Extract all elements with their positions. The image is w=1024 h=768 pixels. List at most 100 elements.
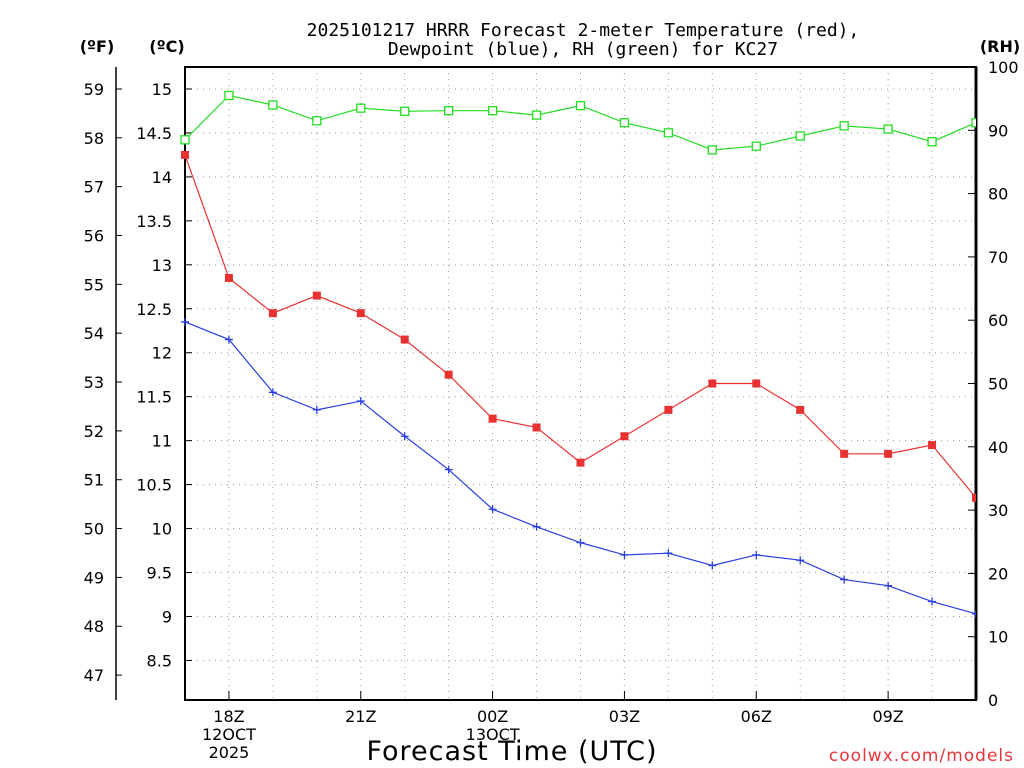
dewpoint-point (400, 432, 409, 441)
temperature-point (928, 441, 937, 450)
temperature-point (224, 274, 233, 282)
dewpoint-point (576, 538, 585, 547)
celsius-axis: 8.5 9 9.5 10 10.5 11 11.5 12 12.5 13 13.5 14 14.5 15 (136, 80, 192, 670)
time-tick-label: 03Z (609, 707, 640, 726)
series-layer (180, 90, 976, 618)
rh-tick-label: 50 (988, 375, 1008, 394)
celsius-tick-label: 10 (152, 520, 172, 539)
time-tick-label: 2025 (209, 743, 250, 762)
rh-unit-label: (RH) (980, 37, 1020, 56)
temperature-point (620, 432, 629, 441)
temperature-series (181, 150, 976, 502)
celsius-tick-label: 13 (152, 256, 172, 275)
temperature-point (884, 449, 893, 458)
temperature-point (972, 493, 976, 502)
temperature-line (184, 154, 976, 499)
fahrenheit-axis: 47 48 49 50 51 52 53 54 55 56 57 58 59 (84, 80, 122, 685)
celsius-tick-label: 14.5 (136, 124, 172, 143)
dewpoint-point (752, 550, 761, 559)
temperature-point (356, 309, 365, 318)
fahrenheit-tick-label: 56 (84, 227, 104, 246)
rh-tick-label: 10 (988, 628, 1008, 647)
temperature-point (488, 414, 497, 423)
celsius-tick-label: 11.5 (136, 388, 172, 407)
celsius-unit-label: (ºC) (149, 37, 184, 56)
rh-point (575, 100, 586, 111)
plot-frame (184, 66, 977, 701)
rh-point (531, 110, 542, 120)
celsius-tick-label: 8.5 (147, 651, 172, 670)
temperature-point (312, 291, 321, 300)
dewpoint-point (268, 388, 277, 397)
fahrenheit-tick-label: 54 (84, 324, 104, 343)
rh-point (883, 124, 893, 134)
rh-point (795, 131, 805, 141)
dewpoint-series (181, 317, 976, 618)
celsius-tick-label: 12.5 (136, 300, 172, 319)
celsius-tick-label: 13.5 (136, 212, 172, 231)
time-tick-label: 13OCT (466, 725, 520, 744)
temperature-point (576, 458, 585, 467)
rh-point (707, 145, 717, 155)
rh-point (751, 141, 761, 151)
rh-tick-label: 100 (988, 58, 1019, 77)
rh-point (663, 128, 674, 138)
rh-tick-label: 30 (988, 501, 1008, 520)
dewpoint-point (532, 522, 541, 531)
rh-tick-label: 20 (988, 564, 1008, 583)
time-tick-label: 06Z (741, 707, 772, 726)
celsius-tick-label: 14 (152, 168, 172, 187)
time-tick-label: 18Z (213, 707, 244, 726)
rh-point (400, 106, 410, 116)
dewpoint-point (444, 465, 453, 474)
rh-tick-label: 90 (988, 121, 1008, 140)
fahrenheit-tick-label: 58 (84, 129, 104, 148)
rh-axis: 0 10 20 30 40 50 60 70 80 90 100 (968, 58, 1019, 710)
dewpoint-point (972, 609, 976, 618)
rh-point (619, 118, 630, 128)
dewpoint-point (884, 581, 893, 590)
rh-point (224, 90, 234, 101)
celsius-tick-label: 11 (152, 432, 172, 451)
dewpoint-point (796, 556, 805, 565)
fahrenheit-tick-label: 48 (84, 617, 104, 636)
fahrenheit-tick-label: 53 (84, 373, 104, 392)
celsius-tick-label: 9 (162, 607, 172, 626)
temperature-point (268, 309, 277, 318)
dewpoint-point (620, 550, 629, 559)
dewpoint-point (356, 397, 365, 406)
dewpoint-point (708, 561, 717, 570)
grid-layer (185, 67, 976, 700)
rh-series (180, 90, 976, 155)
temperature-point (752, 379, 761, 388)
rh-point (927, 137, 937, 147)
dewpoint-point (928, 597, 937, 606)
temperature-point (181, 150, 189, 159)
dewpoint-point (488, 505, 497, 514)
rh-tick-label: 40 (988, 438, 1008, 457)
temperature-point (400, 335, 409, 344)
fahrenheit-unit-label: (ºF) (80, 37, 115, 56)
dewpoint-point (181, 317, 189, 326)
rh-point (839, 121, 849, 131)
rh-tick-label: 70 (988, 248, 1008, 267)
dewpoint-line (184, 321, 976, 615)
watermark-link[interactable]: coolwx.com/models (829, 746, 1014, 766)
celsius-tick-label: 9.5 (147, 564, 172, 583)
celsius-tick-label: 12 (152, 344, 172, 363)
temperature-point (840, 449, 849, 458)
rh-point (312, 116, 322, 126)
temperature-point (532, 423, 541, 432)
fahrenheit-tick-label: 57 (84, 178, 104, 197)
rh-tick-label: 80 (988, 185, 1008, 204)
rh-point (180, 135, 190, 145)
fahrenheit-tick-label: 59 (84, 80, 104, 99)
time-tick-label: 00Z (477, 707, 508, 726)
time-tick-label: 09Z (872, 707, 903, 726)
fahrenheit-tick-label: 55 (84, 275, 104, 294)
fahrenheit-tick-label: 52 (84, 422, 104, 441)
rh-point (356, 103, 366, 113)
rh-point (444, 106, 454, 116)
